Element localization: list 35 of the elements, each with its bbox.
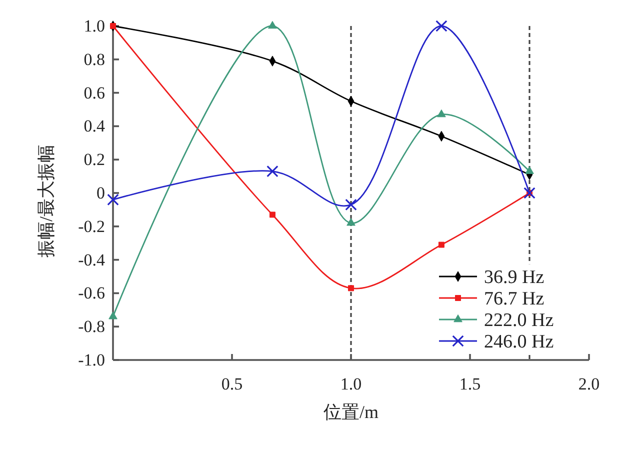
- point: [525, 166, 534, 174]
- y-tick-label: -0.6: [78, 284, 105, 303]
- y-tick-label: 1.0: [84, 16, 105, 36]
- point: [269, 212, 276, 218]
- x-tick-label: 0.5: [221, 374, 243, 394]
- y-tick-label: 0.8: [84, 50, 105, 69]
- point: [436, 20, 448, 32]
- y-tick-label: 0: [96, 183, 105, 202]
- legend-label: 222.0 Hz: [484, 310, 554, 332]
- point: [110, 23, 116, 29]
- point: [268, 20, 277, 29]
- point: [438, 242, 444, 248]
- y-tick-label: 0.6: [84, 83, 105, 102]
- y-tick-label: -0.8: [78, 317, 105, 336]
- x-tick-label: 2.0: [578, 374, 600, 394]
- y-tick-label: -1.0: [78, 350, 105, 370]
- y-tick-label: 0.4: [84, 116, 106, 136]
- legend-label: 36.9 Hz: [484, 267, 544, 288]
- point: [346, 218, 356, 226]
- x-tick-label: 1.5: [459, 374, 481, 394]
- point: [524, 187, 536, 199]
- y-tick-label: -0.2: [78, 216, 105, 236]
- point: [437, 109, 446, 118]
- y-axis-title: 振幅/最大振幅: [36, 144, 56, 258]
- point: [108, 312, 118, 320]
- x-tick-label: 1.0: [340, 374, 362, 394]
- legend-label: 76.7 Hz: [484, 288, 544, 310]
- x-axis-title: 位置/m: [323, 402, 379, 422]
- point: [348, 285, 354, 292]
- point: [266, 165, 278, 178]
- y-tick-label: -0.4: [78, 250, 106, 270]
- legend-label: 246.0 Hz: [484, 332, 554, 353]
- y-tick-label: 0.2: [84, 150, 105, 170]
- point: [107, 194, 119, 206]
- point: [345, 198, 357, 211]
